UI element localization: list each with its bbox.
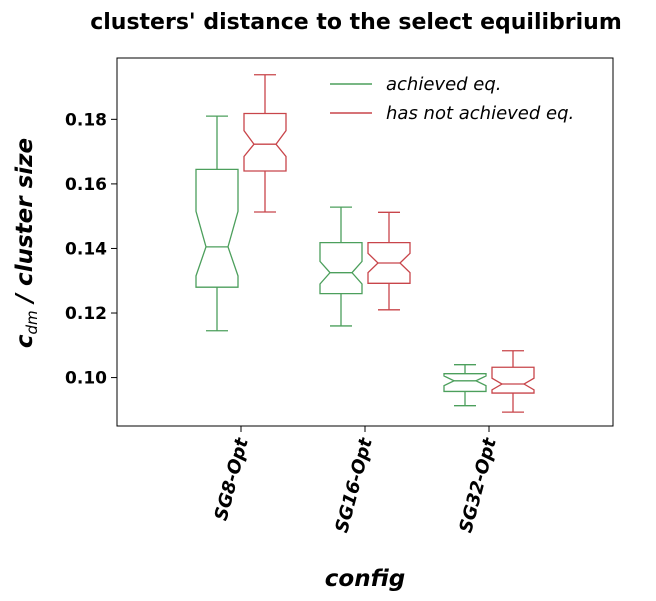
- box-body: [319, 241, 363, 295]
- y-tick-label: 0.18: [65, 110, 107, 130]
- box-not-achieved: [491, 350, 535, 413]
- box-achieved: [443, 364, 487, 407]
- chart-title: clusters' distance to the select equilib…: [90, 10, 622, 35]
- x-tick-label: SG16-Opt: [331, 435, 377, 536]
- x-tick-label: SG8-Opt: [211, 435, 254, 523]
- box-achieved: [319, 206, 363, 327]
- box-body: [243, 112, 287, 172]
- box-achieved: [195, 115, 239, 332]
- box-not-achieved: [243, 74, 287, 213]
- box-body: [443, 373, 487, 393]
- box-series-group: [195, 74, 535, 413]
- y-tick-label: 0.12: [65, 304, 107, 324]
- box-body: [491, 366, 535, 394]
- y-axis: 0.10 0.12 0.14 0.16 0.18: [65, 110, 117, 389]
- y-axis-label: cdm / cluster size: [12, 138, 41, 348]
- legend-label-achieved: achieved eq.: [386, 74, 502, 95]
- box-body: [195, 168, 239, 288]
- x-tick-label: SG32-Opt: [455, 435, 501, 536]
- x-axis-label: config: [325, 566, 405, 592]
- box-not-achieved: [367, 211, 411, 311]
- y-axis-label-rest: / cluster size: [12, 138, 38, 311]
- legend-label-not-achieved: has not achieved eq.: [386, 103, 574, 124]
- y-tick-label: 0.14: [65, 239, 107, 259]
- y-tick-label: 0.10: [65, 369, 107, 389]
- legend: achieved eq. has not achieved eq.: [330, 74, 574, 124]
- x-axis: SG8-Opt SG16-Opt SG32-Opt: [211, 426, 501, 536]
- box-body: [367, 241, 411, 284]
- y-tick-label: 0.16: [65, 175, 107, 195]
- y-axis-label-main: c: [12, 334, 38, 348]
- y-axis-label-subscript: dm: [23, 310, 41, 334]
